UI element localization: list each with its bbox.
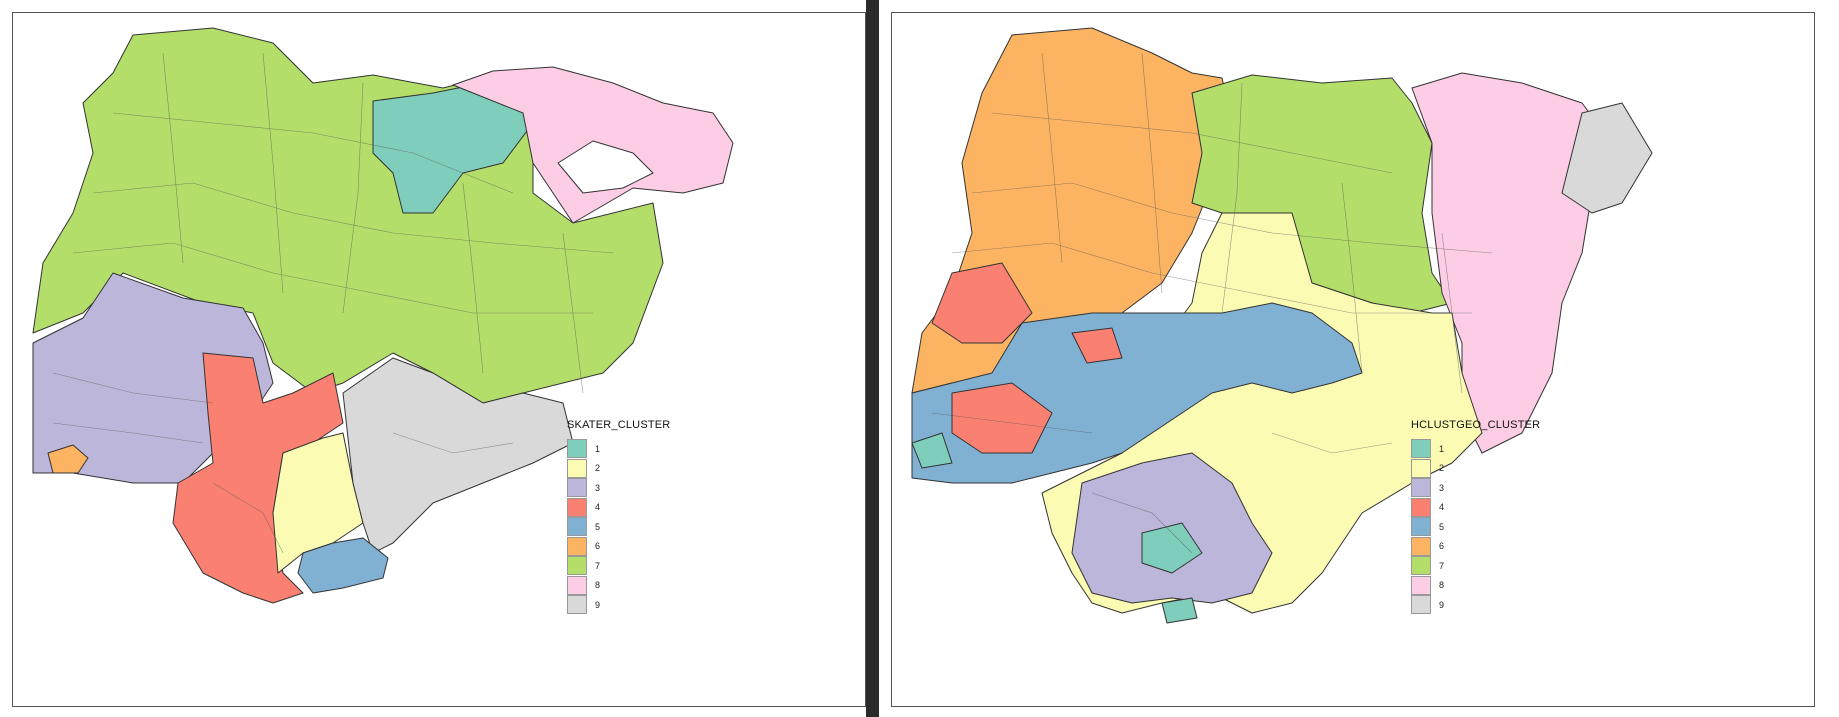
skater-map-panel: SKATER_CLUSTER 1 2 3 4 5 6 7 8 9 [0, 0, 866, 717]
legend-swatch [567, 517, 587, 537]
legend-item: 8 [567, 575, 670, 596]
region-lake-gap [557, 140, 654, 194]
legend-label: 1 [1439, 443, 1445, 454]
legend-swatch [1411, 575, 1431, 595]
region-cluster-2 [272, 432, 364, 574]
legend-label: 7 [595, 560, 601, 571]
legend-item: 2 [567, 458, 670, 479]
legend-item: 5 [1411, 517, 1540, 537]
panel-divider [866, 0, 879, 717]
legend-item: 6 [1411, 536, 1540, 557]
hclustgeo-cluster-map [911, 27, 1653, 624]
legend-swatch [567, 575, 587, 595]
legend-swatch [567, 458, 587, 478]
legend-swatch [1411, 497, 1431, 517]
legend-label: 9 [1439, 599, 1445, 610]
legend-swatch [1411, 458, 1431, 478]
hclustgeo-legend: HCLUSTGEO_CLUSTER 1 2 3 4 5 6 7 8 9 [1411, 419, 1540, 615]
legend-swatch [1411, 556, 1431, 576]
region-cluster-1 [1141, 522, 1203, 574]
legend-label: 6 [1439, 541, 1445, 552]
legend-item: 5 [567, 517, 670, 537]
legend-swatch [567, 556, 587, 576]
legend-item: 2 [1411, 458, 1540, 479]
legend-swatch [1411, 536, 1431, 556]
legend-item: 7 [567, 556, 670, 576]
legend-label: 6 [595, 541, 601, 552]
legend-swatch [567, 536, 587, 556]
legend-item: 3 [567, 478, 670, 498]
legend-label: 4 [595, 502, 601, 513]
legend-label: 5 [1439, 521, 1445, 532]
legend-swatch [567, 478, 587, 498]
legend-label: 7 [1439, 560, 1445, 571]
legend-title: HCLUSTGEO_CLUSTER [1411, 419, 1541, 431]
legend-title: SKATER_CLUSTER [567, 419, 671, 431]
legend-swatch [1411, 439, 1431, 459]
legend-swatch [567, 595, 587, 615]
legend-item: 6 [567, 536, 670, 557]
legend-item: 3 [1411, 478, 1540, 498]
legend-label: 5 [595, 521, 601, 532]
legend-swatch [1411, 517, 1431, 537]
legend-label: 2 [595, 463, 601, 474]
legend-swatch [567, 439, 587, 459]
legend-swatch [1411, 478, 1431, 498]
legend-item: 9 [567, 595, 670, 615]
legend-item: 1 [567, 439, 670, 459]
skater-cluster-map [32, 27, 734, 604]
legend-label: 3 [1439, 482, 1445, 493]
hclustgeo-map-panel: HCLUSTGEO_CLUSTER 1 2 3 4 5 6 7 8 9 [879, 0, 1839, 717]
legend-label: 8 [1439, 580, 1445, 591]
legend-label: 2 [1439, 463, 1445, 474]
region-cluster-1-c [911, 432, 953, 469]
region-cluster-9 [1561, 102, 1653, 214]
region-cluster-4 [931, 262, 1033, 344]
legend-item: 4 [567, 497, 670, 518]
legend-label: 8 [595, 580, 601, 591]
hclustgeo-map-frame: HCLUSTGEO_CLUSTER 1 2 3 4 5 6 7 8 9 [891, 12, 1815, 707]
legend-swatch [1411, 595, 1431, 615]
region-cluster-4 [172, 352, 344, 604]
skater-map-frame: SKATER_CLUSTER 1 2 3 4 5 6 7 8 9 [12, 12, 866, 707]
legend-item: 8 [1411, 575, 1540, 596]
region-cluster-8 [1411, 72, 1613, 454]
region-cluster-9 [342, 357, 574, 554]
legend-label: 3 [595, 482, 601, 493]
legend-label: 9 [595, 599, 601, 610]
legend-label: 1 [595, 443, 601, 454]
legend-swatch [567, 497, 587, 517]
region-cluster-6 [47, 444, 89, 474]
legend-item: 1 [1411, 439, 1540, 459]
region-cluster-4-c [1071, 327, 1123, 364]
legend-item: 9 [1411, 595, 1540, 615]
legend-item: 4 [1411, 497, 1540, 518]
region-cluster-7 [1191, 74, 1453, 314]
legend-item: 7 [1411, 556, 1540, 576]
skater-legend: SKATER_CLUSTER 1 2 3 4 5 6 7 8 9 [567, 419, 670, 615]
region-cluster-1-b [1161, 597, 1198, 624]
legend-label: 4 [1439, 502, 1445, 513]
region-cluster-4-b [951, 382, 1053, 454]
region-cluster-5 [297, 537, 389, 594]
